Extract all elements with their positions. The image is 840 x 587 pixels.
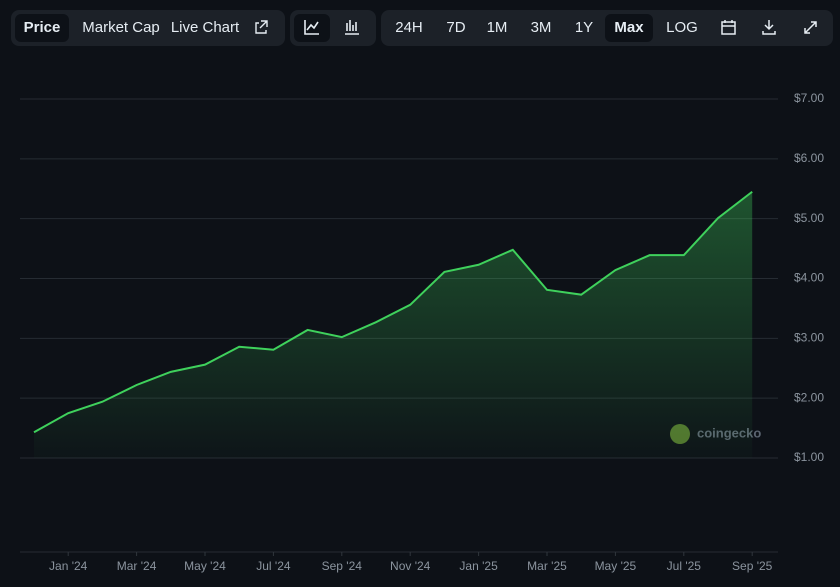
y-tick-label: $2.00: [794, 390, 824, 404]
download-icon[interactable]: [762, 20, 776, 35]
x-tick-label: Jan '25: [459, 559, 498, 573]
view-tab[interactable]: Market Cap: [82, 19, 160, 36]
view-group: [11, 10, 285, 46]
x-tick-label: May '25: [595, 559, 637, 573]
active-range: [605, 14, 653, 42]
x-tick-label: Jul '25: [667, 559, 702, 573]
y-tick-label: $5.00: [794, 211, 824, 225]
area: [34, 191, 753, 458]
range-tab[interactable]: 7D: [446, 19, 465, 36]
x-tick-label: Mar '24: [117, 559, 157, 573]
range-tab[interactable]: 1Y: [575, 19, 593, 36]
y-tick-label: $6.00: [794, 151, 824, 165]
range-tab[interactable]: 1M: [487, 19, 508, 36]
expand-icon[interactable]: [804, 21, 817, 34]
view-tab[interactable]: Price: [24, 19, 61, 36]
range-tab[interactable]: 3M: [531, 19, 552, 36]
range-tab[interactable]: LOG: [666, 19, 698, 36]
calendar-icon[interactable]: [721, 20, 736, 35]
candle-icon[interactable]: [345, 20, 359, 35]
range-tab[interactable]: 24H: [395, 19, 423, 36]
active-tab: [15, 14, 69, 42]
toolbar: Price Market Cap Live Chart 24H 7D 1M 3M 1Y Max L…: [11, 10, 833, 46]
range-tab[interactable]: Max: [614, 19, 644, 36]
x-tick-label: Nov '24: [390, 559, 431, 573]
x-tick-label: Mar '25: [527, 559, 567, 573]
line-icon[interactable]: [304, 20, 319, 35]
price-line: [33, 190, 753, 434]
y-tick-label: $7.00: [794, 91, 824, 105]
y-tick-label: $3.00: [794, 331, 824, 345]
x-tick-label: Jan '24: [49, 559, 88, 573]
active-type: [294, 14, 330, 42]
y-tick-label: $4.00: [794, 271, 824, 285]
x-tick-label: May '24: [184, 559, 226, 573]
x-tick-label: Jul '24: [256, 559, 291, 573]
y-tick-label: $1.00: [794, 450, 824, 464]
view-tab[interactable]: Live Chart: [171, 19, 240, 36]
external-icon: [255, 20, 268, 34]
x-tick-label: Sep '25: [732, 559, 773, 573]
x-tick-label: Sep '24: [322, 559, 363, 573]
